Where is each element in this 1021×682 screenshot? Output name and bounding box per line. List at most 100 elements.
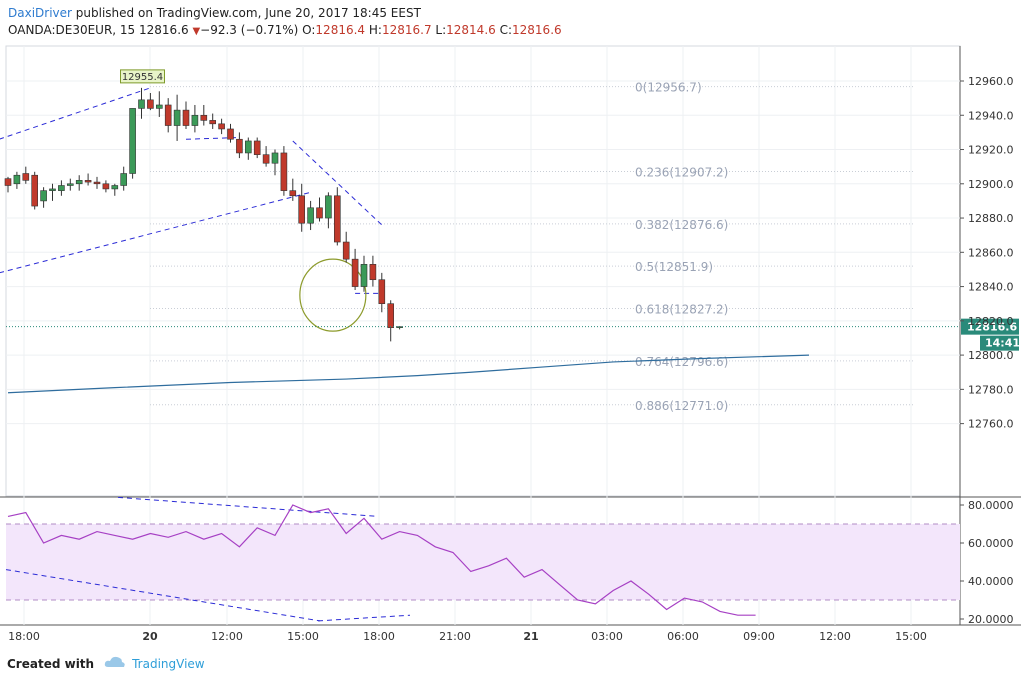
candle-body bbox=[4, 178, 12, 186]
close-value: 12816.6 bbox=[512, 23, 562, 37]
candle-body bbox=[387, 303, 395, 328]
chart-header: DaxiDriver published on TradingView.com,… bbox=[8, 5, 562, 40]
publish-info: published on TradingView.com, June 20, 2… bbox=[75, 6, 421, 20]
rsi-line bbox=[7, 504, 756, 616]
high-price-tag bbox=[120, 69, 165, 84]
price-change: −92.3 (−0.71%) bbox=[200, 23, 299, 37]
countdown-tag bbox=[980, 335, 1019, 351]
y-tick-label: 12820.0 bbox=[968, 315, 1014, 328]
fib-level-label: 0.618(12827.2) bbox=[635, 302, 728, 316]
candle-body bbox=[218, 123, 225, 130]
rsi-tick-label: 20.0000 bbox=[968, 613, 1014, 626]
rsi-tick-label: 60.0000 bbox=[968, 537, 1014, 550]
low-label: L: bbox=[435, 23, 447, 37]
candle-body bbox=[49, 188, 56, 191]
axes: 18:00 20 12:00 15:00 18:00 21:00 21 03:00 06:00 0… bbox=[8, 75, 1013, 643]
high-value: 12816.7 bbox=[381, 23, 432, 37]
x-tick-label: 15:00 bbox=[287, 630, 319, 643]
fib-level-label: 0.886(12771.0) bbox=[635, 399, 728, 413]
y-tick-label: 12900.0 bbox=[968, 178, 1014, 191]
x-tick-label: 15:00 bbox=[895, 630, 927, 643]
symbol-label[interactable]: OANDA:DE30EUR, 15 bbox=[8, 23, 136, 37]
candle-body bbox=[164, 104, 172, 126]
x-tick-label: 20 bbox=[142, 630, 158, 643]
candle-body bbox=[209, 120, 216, 125]
candle-body bbox=[253, 140, 261, 155]
candle-body bbox=[93, 181, 101, 185]
candles bbox=[4, 87, 403, 342]
x-tick-label: 09:00 bbox=[743, 630, 775, 643]
candle-body bbox=[40, 190, 47, 202]
trend-line bbox=[0, 191, 311, 274]
candle-body bbox=[191, 114, 199, 126]
candle-body bbox=[325, 195, 332, 219]
low-value: 12814.6 bbox=[446, 23, 496, 37]
y-tick-label: 12860.0 bbox=[968, 246, 1014, 259]
price-pane-frame bbox=[5, 45, 961, 497]
down-arrow-icon: ▼ bbox=[192, 26, 201, 37]
candle-body bbox=[84, 180, 92, 183]
trend-line bbox=[0, 87, 151, 140]
open-value: 12816.4 bbox=[315, 23, 366, 37]
candle-body bbox=[147, 99, 154, 109]
candle-body bbox=[156, 104, 163, 109]
candle-body bbox=[182, 109, 190, 126]
candle-body bbox=[316, 207, 323, 219]
x-tick-label: 12:00 bbox=[819, 630, 851, 643]
candle-body bbox=[129, 108, 136, 174]
rsi-tick-label: 40.0000 bbox=[968, 575, 1014, 588]
last-price-label: 12816.6 bbox=[967, 321, 1017, 334]
candle-body bbox=[280, 152, 288, 191]
rsi-trend-line bbox=[117, 496, 379, 517]
candle-body bbox=[13, 174, 21, 185]
rsi-band-fill bbox=[6, 524, 960, 600]
fib-level-label: 0(12956.7) bbox=[635, 81, 702, 95]
overlays: 12816.6 14:41 12955.4 bbox=[6, 69, 1020, 616]
y-tick-label: 12840.0 bbox=[968, 281, 1014, 294]
candle-body bbox=[333, 195, 341, 243]
footer: Created with TradingView bbox=[7, 655, 205, 672]
highlight-circle bbox=[299, 258, 367, 332]
candle-body bbox=[75, 180, 83, 185]
rsi-band bbox=[6, 523, 960, 601]
candle-body bbox=[22, 173, 30, 181]
last-price: 12816.6 bbox=[139, 23, 189, 37]
candle-body bbox=[262, 154, 270, 164]
y-tick-label: 12920.0 bbox=[968, 144, 1014, 157]
fib-level-label: 0.382(12876.6) bbox=[635, 218, 728, 232]
candle-body bbox=[200, 114, 208, 121]
y-tick-label: 12940.0 bbox=[968, 109, 1014, 122]
x-tick-label: 12:00 bbox=[211, 630, 243, 643]
y-tick-label: 12780.0 bbox=[968, 383, 1014, 396]
candle-body bbox=[271, 152, 279, 164]
rsi-trend-line bbox=[5, 569, 321, 622]
author-link[interactable]: DaxiDriver bbox=[8, 6, 72, 20]
candle-body bbox=[173, 109, 181, 126]
fib-level-label: 0.5(12851.9) bbox=[635, 260, 713, 274]
x-tick-label: 18:00 bbox=[363, 630, 395, 643]
tradingview-brand[interactable]: TradingView bbox=[132, 656, 205, 671]
candle-body bbox=[227, 128, 234, 140]
y-tick-label: 12800.0 bbox=[968, 349, 1014, 362]
candle-body bbox=[111, 185, 119, 190]
x-tick-label: 06:00 bbox=[667, 630, 699, 643]
x-tick-label: 18:00 bbox=[8, 630, 40, 643]
candle-body bbox=[67, 183, 74, 186]
high-price-label: 12955.4 bbox=[122, 72, 163, 83]
last-price-tag bbox=[961, 318, 1019, 335]
high-label: H: bbox=[368, 23, 382, 37]
x-tick-label: 03:00 bbox=[591, 630, 623, 643]
candle-body bbox=[102, 183, 110, 190]
candle-body bbox=[298, 195, 306, 224]
candle-body bbox=[31, 174, 39, 207]
fib-level-label: 0.236(12907.2) bbox=[635, 165, 728, 179]
trend-line bbox=[292, 140, 383, 226]
candle-body bbox=[289, 190, 297, 197]
countdown-label: 14:41 bbox=[985, 337, 1020, 350]
x-tick-label: 21 bbox=[523, 630, 538, 643]
y-tick-label: 12760.0 bbox=[968, 418, 1014, 431]
candle-body bbox=[245, 140, 252, 154]
tradingview-cloud-icon bbox=[104, 655, 126, 672]
rsi-tick-label: 80.0000 bbox=[968, 499, 1014, 512]
